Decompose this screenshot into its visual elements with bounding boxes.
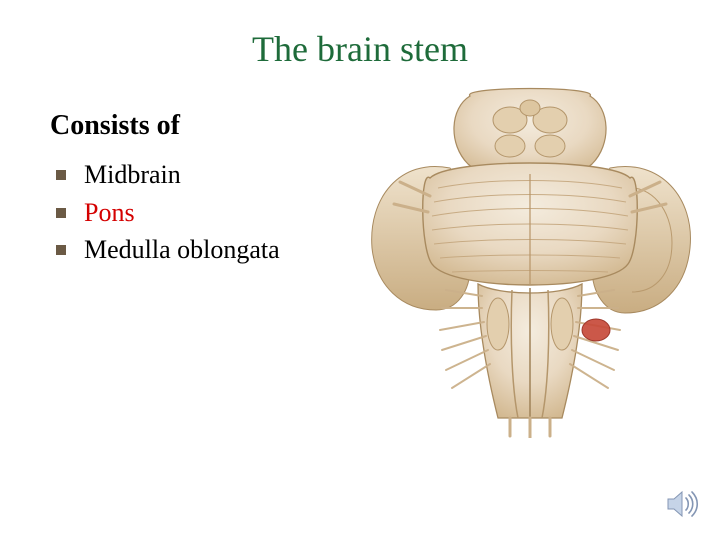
list-item: Medulla oblongata bbox=[56, 231, 280, 269]
bullet-square-icon bbox=[56, 208, 66, 218]
brainstem-svg bbox=[360, 78, 700, 438]
text-block: Consists of Midbrain Pons Medulla oblong… bbox=[40, 110, 280, 269]
bullet-square-icon bbox=[56, 245, 66, 255]
slide: The brain stem Consists of Midbrain Pons… bbox=[0, 0, 720, 540]
list-item: Pons bbox=[56, 194, 280, 232]
bullet-label: Pons bbox=[84, 194, 135, 232]
bullet-label: Midbrain bbox=[84, 156, 181, 194]
bullet-list: Midbrain Pons Medulla oblongata bbox=[50, 156, 280, 269]
subheading: Consists of bbox=[50, 110, 280, 142]
brainstem-illustration bbox=[360, 78, 700, 438]
slide-title: The brain stem bbox=[40, 28, 680, 70]
bullet-square-icon bbox=[56, 170, 66, 180]
bullet-label: Medulla oblongata bbox=[84, 231, 280, 269]
audio-icon[interactable] bbox=[662, 484, 702, 524]
list-item: Midbrain bbox=[56, 156, 280, 194]
